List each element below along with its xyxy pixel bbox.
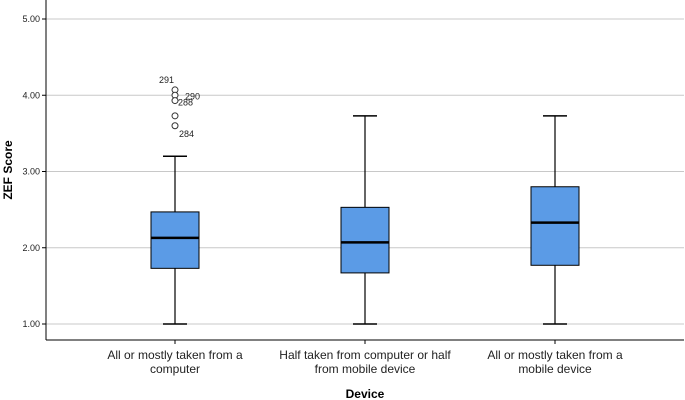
outlier-label: 288 [178,98,193,108]
x-axis-title: Device [346,387,385,400]
box-group [530,115,580,325]
x-category-label: Half taken from computer or half [279,348,451,362]
x-category-label: mobile device [518,362,592,376]
x-category-label: from mobile device [315,362,416,376]
y-tick-label: 3.00 [22,167,40,177]
y-tick-label: 4.00 [22,90,40,100]
box-iqr [530,186,580,266]
outlier-point [171,97,179,105]
box-group [340,115,390,325]
x-category-label: All or mostly taken from a [487,348,623,362]
outlier-point [171,112,179,120]
y-tick-labels: 1.00 2.00 3.00 4.00 5.00 [22,14,40,329]
x-category-label: All or mostly taken from a [107,348,243,362]
outlier-label: 284 [179,129,194,139]
outlier-label: 290 [185,91,200,101]
box-iqr [340,206,390,274]
outlier-label: 291 [159,75,174,85]
outlier-point [171,122,179,130]
x-category-label: computer [150,362,200,376]
box-iqr [150,211,200,269]
y-axis-title: ZEF Score [1,140,15,200]
y-tick-label: 1.00 [22,319,40,329]
y-tick-label: 5.00 [22,14,40,24]
y-tick-label: 2.00 [22,243,40,253]
